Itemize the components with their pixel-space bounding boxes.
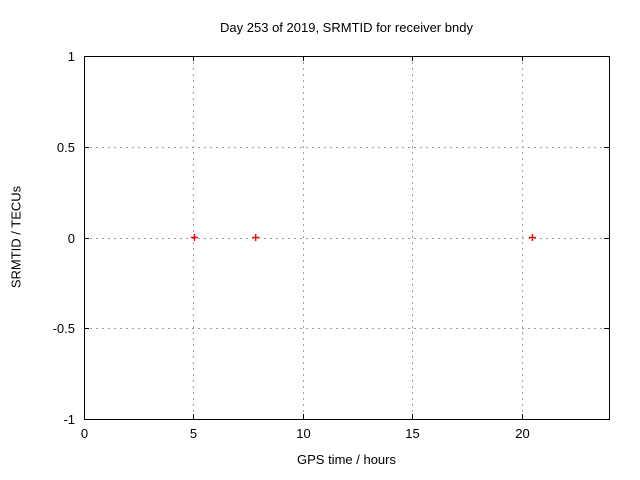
y-tick-label: 0 [68,231,75,246]
y-tick-label: -1 [63,412,75,427]
x-tick-label: 15 [405,426,419,441]
x-axis-label: GPS time / hours [297,452,396,467]
x-tick-label: 0 [81,426,88,441]
x-tick-label: 10 [296,426,310,441]
x-tick-label: 5 [190,426,197,441]
y-tick-label: -0.5 [53,321,75,336]
chart-title: Day 253 of 2019, SRMTID for receiver bnd… [220,20,473,35]
y-tick-label: 0.5 [57,140,75,155]
x-tick-label: 20 [515,426,529,441]
y-tick-label: 1 [68,49,75,64]
plot-border [84,56,610,420]
